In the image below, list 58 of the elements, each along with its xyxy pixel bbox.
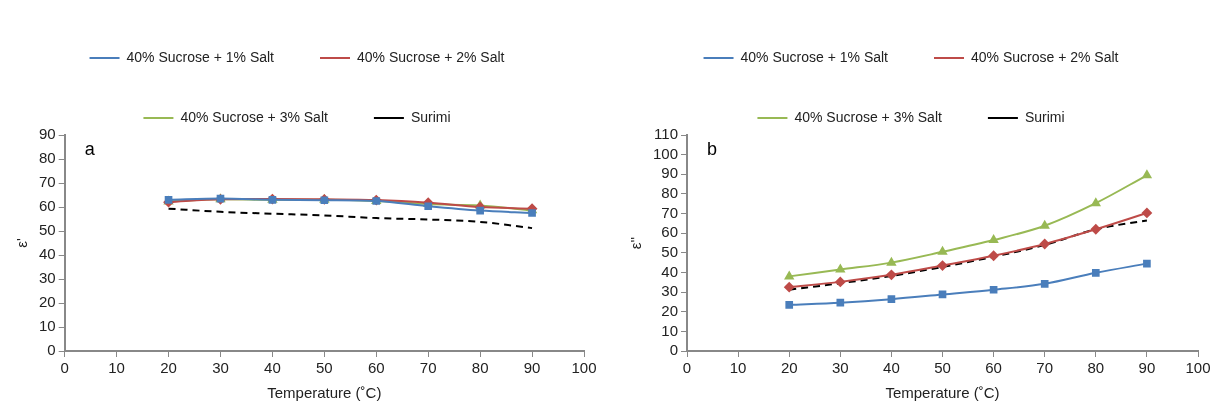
annotation: b [707, 138, 718, 159]
x-tick-label: 80 [1087, 359, 1105, 377]
y-tick-label: 20 [39, 293, 56, 311]
y-tick-label: 10 [39, 317, 56, 335]
y-tick-label: 70 [39, 173, 56, 191]
y-tick-label: 60 [661, 223, 679, 241]
legend-label: 40% Sucrose + 2% Salt [357, 48, 505, 65]
x-axis-title: Temperature (˚C) [885, 384, 1000, 402]
x-tick-label: 0 [682, 359, 692, 377]
y-tick-label: 50 [39, 221, 56, 239]
x-tick-label: 50 [316, 359, 333, 377]
y-tick-label: 40 [661, 262, 679, 280]
y-tick-label: 30 [661, 282, 679, 300]
x-tick-label: 70 [1036, 359, 1054, 377]
x-tick-label: 90 [1138, 359, 1156, 377]
x-tick-label: 60 [367, 359, 385, 377]
y-tick-label: 90 [661, 164, 679, 182]
x-axis-title: Temperature (˚C) [267, 384, 382, 402]
legend-label: 40% Sucrose + 2% Salt [971, 48, 1119, 65]
x-tick-label: 10 [108, 359, 125, 377]
y-axis-title: ε'' [627, 236, 645, 250]
x-tick-label: 10 [729, 359, 747, 377]
x-tick-label: 80 [471, 359, 489, 377]
legend-label: Surimi [1024, 108, 1065, 125]
x-tick-label: 60 [985, 359, 1002, 377]
y-tick-label: 60 [39, 197, 56, 215]
legend-label: Surimi [410, 108, 451, 125]
x-tick-label: 30 [212, 359, 229, 377]
x-tick-label: 30 [831, 359, 849, 377]
x-tick-label: 40 [264, 359, 281, 377]
x-tick-label: 40 [883, 359, 900, 377]
y-tick-label: 110 [654, 125, 679, 143]
x-tick-label: 0 [60, 359, 69, 377]
y-tick-label: 80 [661, 184, 679, 202]
x-tick-label: 50 [934, 359, 951, 377]
x-tick-label: 90 [523, 359, 541, 377]
y-tick-label: 80 [39, 149, 56, 167]
legend-label: 40% Sucrose + 1% Salt [740, 48, 889, 65]
y-axis-title: ε' [13, 238, 31, 248]
y-tick-label: 0 [669, 341, 679, 359]
y-tick-label: 50 [661, 242, 679, 260]
y-tick-label: 90 [39, 125, 56, 143]
x-tick-label: 100 [571, 359, 597, 377]
x-tick-label: 20 [780, 359, 798, 377]
y-tick-label: 30 [39, 269, 56, 287]
legend-label: 40% Sucrose + 3% Salt [180, 108, 329, 125]
annotation: a [84, 138, 96, 159]
y-tick-label: 20 [661, 301, 679, 319]
y-tick-label: 40 [39, 245, 56, 263]
legend-label: 40% Sucrose + 3% Salt [794, 108, 943, 125]
x-tick-label: 70 [419, 359, 437, 377]
y-tick-label: 100 [653, 144, 679, 162]
x-tick-label: 100 [1185, 359, 1211, 377]
y-tick-label: 0 [47, 341, 56, 359]
y-tick-label: 70 [661, 203, 679, 221]
x-tick-label: 20 [160, 359, 177, 377]
legend-label: 40% Sucrose + 1% Salt [126, 48, 275, 65]
y-tick-label: 10 [661, 321, 679, 339]
